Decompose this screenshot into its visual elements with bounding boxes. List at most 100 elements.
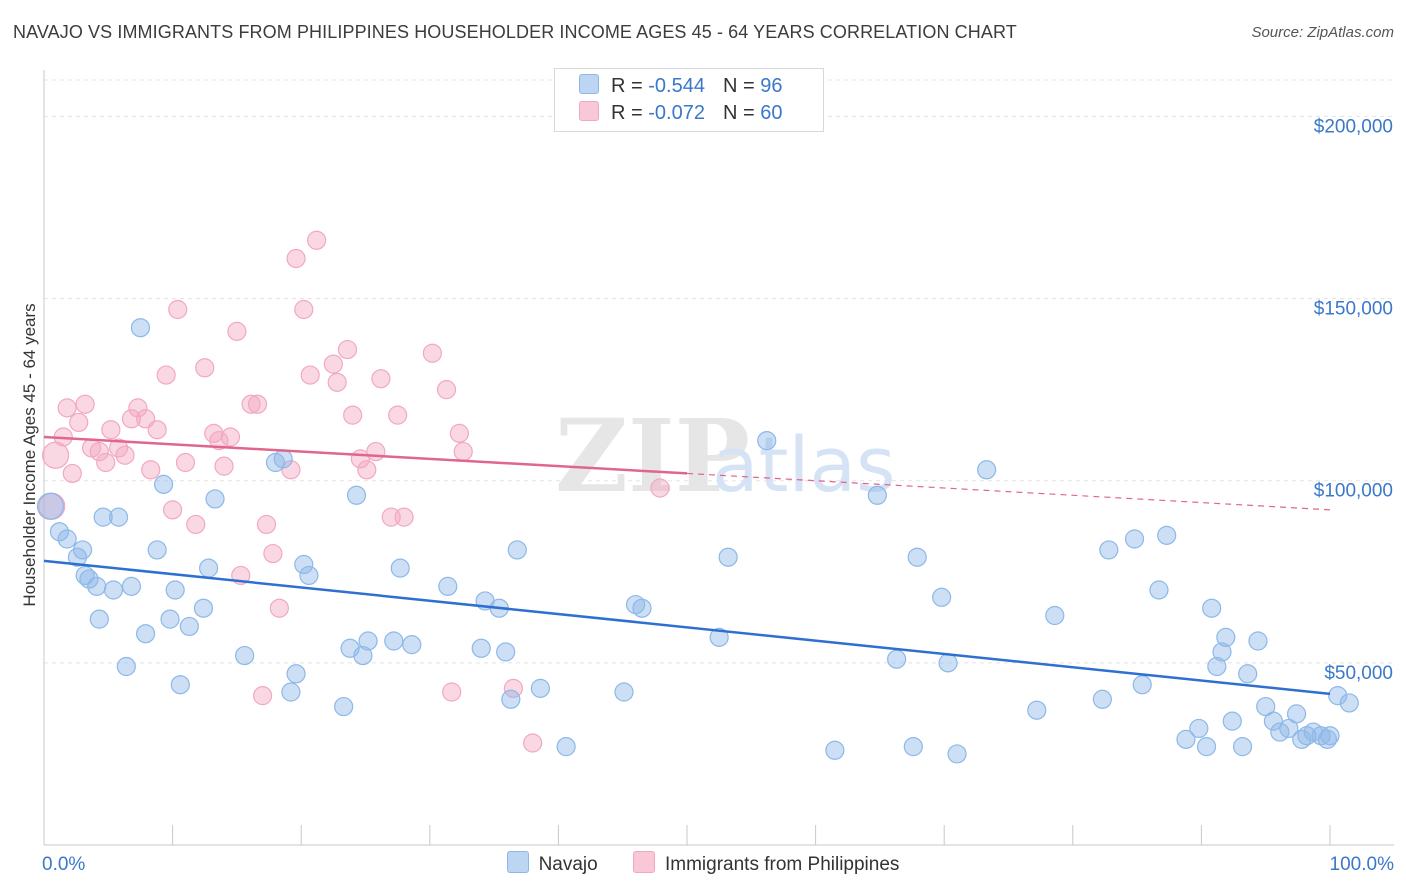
legend-r-label: R = [611,75,649,97]
navajo-point [1328,686,1348,706]
philippines-point [209,431,229,451]
navajo-point [299,565,319,586]
navajo-point [496,642,516,662]
navajo-point [556,737,576,757]
philippines-point [422,343,442,363]
legend-swatch-philippines [579,101,599,121]
philippines-point [256,514,277,535]
navajo-point [1149,580,1169,600]
philippines-point [195,358,215,378]
navajo-point [614,682,634,702]
legend-n-value: 96 [760,75,783,97]
navajo-point [170,675,190,695]
navajo-point [193,598,214,618]
series-legend: Navajo Immigrants from Philippines [0,851,1406,876]
philippines-point [449,423,469,443]
legend-row-navajo: R = -0.544 N = 96 [579,74,782,100]
navajo-point [334,696,354,717]
navajo-point [471,638,491,658]
legend-n-label: N = [722,102,761,124]
philippines-point [453,441,473,462]
navajo-point [1222,711,1242,731]
philippines-point [57,398,77,418]
philippines-point [147,420,167,440]
navajo-point [757,431,777,451]
navajo-point [709,627,729,647]
navajo-point [632,598,652,618]
navajo-point [205,489,225,509]
philippines-point [96,452,116,473]
navajo-point [273,449,293,469]
navajo-point [57,529,77,549]
correlation-legend: R = -0.544 N = 96 R = -0.072 N = 60 [554,68,824,132]
philippines-point [281,460,301,480]
navajo-point [135,624,156,644]
navajo-point [358,631,378,651]
navajo-point [130,318,151,338]
philippines-point [357,460,377,480]
series-legend-navajo[interactable]: Navajo [506,851,598,876]
navajo-point [625,594,646,615]
navajo-point [179,616,199,637]
philippines-point [286,248,306,269]
navajo-point [1157,525,1177,545]
series-swatch-philippines [633,851,655,873]
navajo-point [281,682,301,702]
navajo-point [402,635,422,655]
series-legend-philippines[interactable]: Immigrants from Philippines [633,851,899,876]
navajo-point [501,689,521,709]
philippines-point [650,478,670,498]
navajo-point [199,558,219,578]
legend-r-value: -0.072 [648,102,705,124]
navajo-point [530,678,550,698]
series-navajo-points [36,318,1359,764]
navajo-point [353,645,373,666]
navajo-point [116,656,136,677]
philippines-point [343,405,363,425]
navajo-point [1286,704,1307,724]
navajo-point [36,492,65,520]
philippines-point [101,420,121,440]
legend-swatch-navajo [579,74,599,94]
navajo-point [89,609,109,629]
philippines-point [89,441,109,462]
navajo-point [1317,729,1338,749]
philippines-point [253,686,273,706]
philippines-point [366,441,386,462]
philippines-point [141,460,161,480]
legend-row-philippines: R = -0.072 N = 60 [579,101,782,127]
philippines-point [523,733,543,753]
navajo-trend-line [43,559,1331,696]
navajo-point [1297,726,1317,746]
series-swatch-navajo [506,851,529,873]
philippines-point [323,354,343,374]
navajo-point [1196,737,1217,757]
navajo-point [93,507,113,527]
philippines-point [75,394,95,414]
navajo-point [1339,693,1359,713]
philippines-point [269,598,289,618]
legend-r-label: R = [611,102,649,124]
navajo-point [903,737,923,757]
philippines-point [442,682,462,702]
navajo-point [346,485,367,505]
navajo-point [153,474,174,494]
philippines-point [175,452,196,473]
philippines-point [263,543,283,564]
navajo-point [1124,529,1145,549]
philippines-point [163,500,183,520]
watermark-atlas: atlas [712,420,896,509]
philippines-point [307,230,327,250]
legend-n-label: N = [722,75,761,97]
navajo-point [1092,689,1112,709]
philippines-point [394,507,414,527]
navajo-point [235,645,255,666]
navajo-point [1232,737,1253,757]
navajo-point [286,664,306,684]
navajo-point [1216,627,1236,647]
navajo-point [160,609,180,629]
series-legend-label: Navajo [538,854,598,875]
navajo-point [165,580,185,600]
navajo-point [121,576,142,596]
philippines-trend-line [43,435,688,475]
